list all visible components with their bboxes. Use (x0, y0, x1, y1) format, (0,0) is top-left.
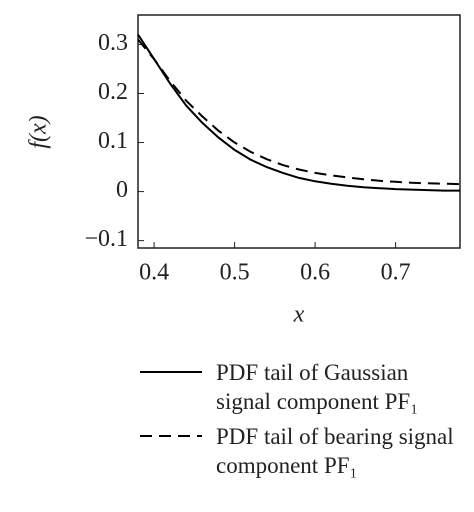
x-tick-label: 0.5 (220, 260, 250, 286)
x-tick-label: 0.6 (300, 260, 330, 286)
legend: PDF tail of Gaussian signal component PF… (140, 358, 470, 486)
series-line (137, 38, 461, 186)
y-tick-label: −0.1 (84, 226, 128, 252)
y-tick-label: 0.3 (98, 30, 128, 56)
legend-label: PDF tail of bearing signal component PF₁ (216, 424, 454, 478)
x-tick-label: 0.4 (139, 260, 169, 286)
x-axis-label: x (293, 302, 305, 328)
legend-label: PDF tail of Gaussian signal component PF… (216, 360, 419, 414)
x-tick-label: 0.7 (381, 260, 411, 286)
legend-entry: PDF tail of Gaussian signal component PF… (140, 358, 470, 416)
legend-swatch (140, 435, 202, 437)
legend-swatch (140, 371, 202, 373)
y-tick-label: 0 (116, 177, 128, 203)
y-tick-label: 0.1 (98, 128, 128, 154)
legend-entry: PDF tail of bearing signal component PF₁ (140, 422, 470, 480)
series-line (137, 34, 460, 192)
plot-frame (137, 14, 461, 249)
y-axis-label: f(x) (26, 115, 52, 148)
chart: f(x) x −0.1 0 0.1 0.2 0.3 0.4 0.5 0.6 0.7 (26, 14, 461, 328)
y-tick-label: 0.2 (98, 79, 128, 105)
